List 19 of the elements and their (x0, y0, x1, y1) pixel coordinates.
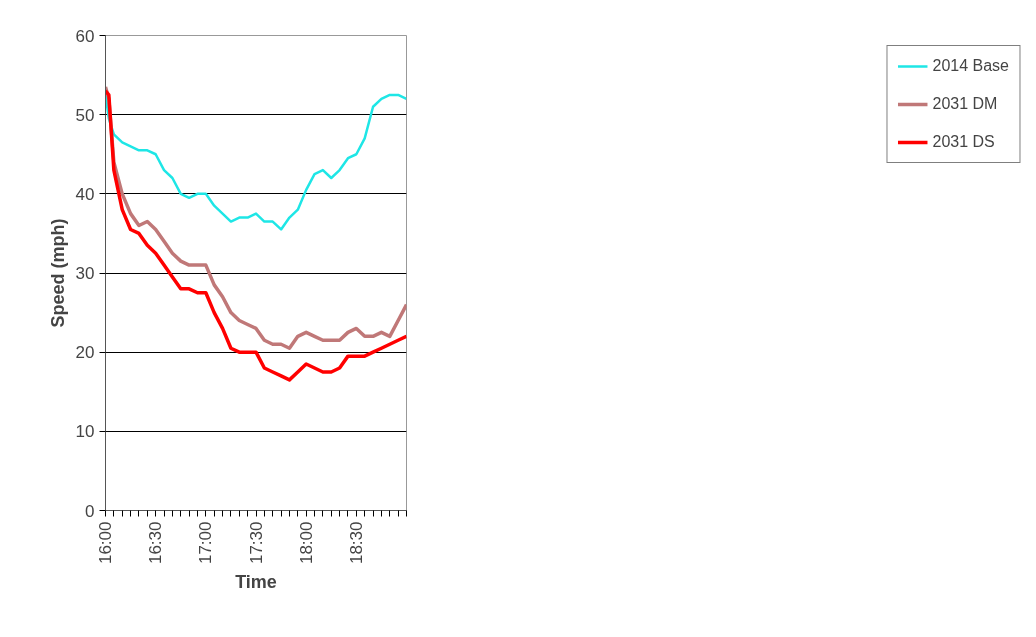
x-tick-label: 17:00 (196, 521, 216, 565)
y-tick-label: 0 (85, 501, 95, 521)
x-tick-label: 17:30 (246, 521, 266, 565)
y-tick-label: 60 (75, 26, 95, 46)
y-tick-label: 20 (75, 343, 95, 363)
x-tick-label: 18:30 (346, 521, 366, 565)
y-tick-label: 30 (75, 264, 95, 283)
y-tick-label: 50 (75, 105, 95, 125)
x-tick-label: 18:00 (296, 521, 316, 565)
y-tick-label: 40 (75, 184, 95, 204)
line-series (105, 93, 407, 231)
y-tick-label: 10 (75, 422, 95, 442)
legend-label: 2031 DM (932, 95, 998, 113)
legend-label: 2031 DS (932, 133, 995, 151)
legend-label: 2014 Base (932, 57, 1009, 75)
x-tick-label: 16:00 (96, 521, 115, 565)
x-tick-label: 16:30 (146, 521, 166, 565)
y-axis-title: Speed (mph) (47, 218, 68, 328)
x-axis-title: Time (235, 572, 277, 593)
